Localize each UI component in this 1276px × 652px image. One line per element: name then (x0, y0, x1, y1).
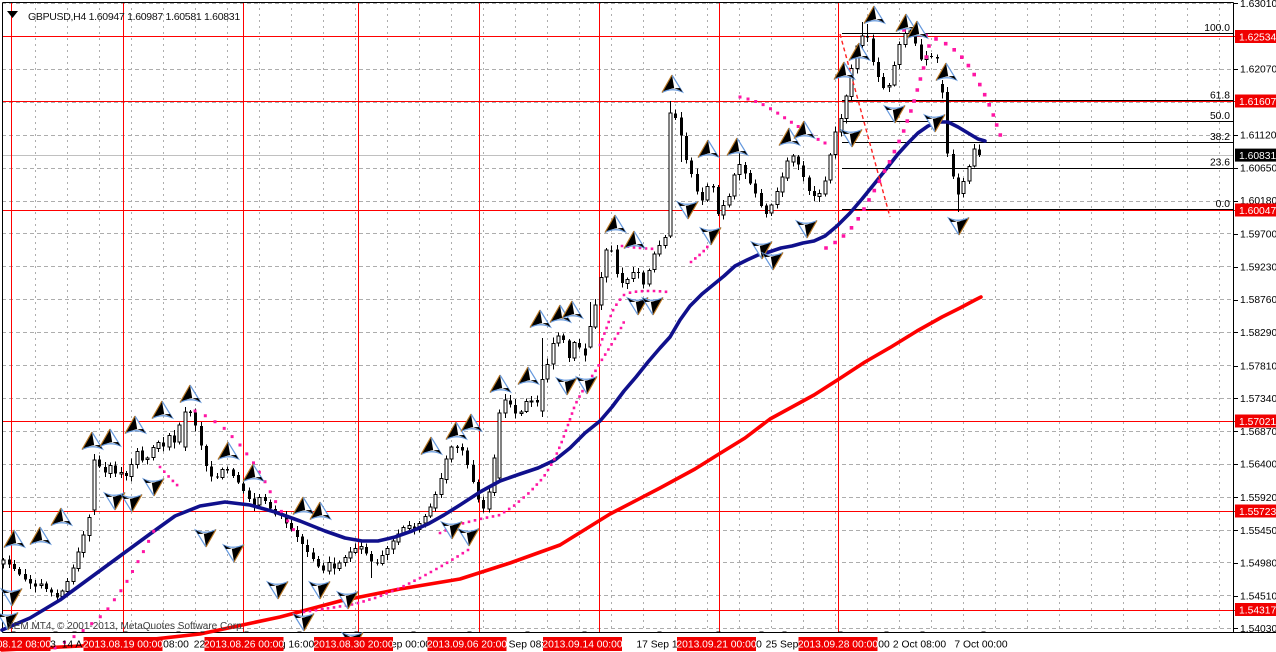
svg-text:GBPUSD,H4 1.60947 1.60987 1.6: GBPUSD,H4 1.60947 1.60987 1.60581 1.6083… (28, 11, 240, 23)
svg-text:0 Sep 08:0: 0 Sep 08:0 (500, 640, 550, 651)
svg-text:1.54980: 1.54980 (1240, 559, 1276, 570)
svg-text:1.56400: 1.56400 (1240, 460, 1276, 471)
svg-text:2013.08.30 20:00: 2013.08.30 20:00 (313, 640, 393, 651)
svg-text:ep 00:00: ep 00:00 (391, 640, 431, 651)
svg-text:1.60180: 1.60180 (1240, 196, 1276, 207)
svg-text:2013.09.06 20:00: 2013.09.06 20:00 (427, 640, 507, 651)
svg-text:25 Sep: 25 Sep (766, 640, 799, 651)
svg-text:23.6: 23.6 (1210, 158, 1230, 169)
svg-text:1.54317: 1.54317 (1239, 605, 1276, 616)
svg-text:1.55450: 1.55450 (1240, 526, 1276, 537)
svg-text:0.0: 0.0 (1216, 199, 1231, 210)
svg-text:100.0: 100.0 (1204, 23, 1230, 34)
svg-text:1.57810: 1.57810 (1240, 361, 1276, 372)
svg-text:1.60047: 1.60047 (1239, 206, 1276, 217)
svg-text:g 16:00: g 16:00 (280, 640, 315, 651)
svg-text:1.62070: 1.62070 (1240, 65, 1276, 76)
svg-text:1.62534: 1.62534 (1239, 32, 1276, 43)
svg-text:61.8: 61.8 (1210, 90, 1230, 101)
svg-text:08:00: 08:00 (163, 640, 189, 651)
svg-text:1.58290: 1.58290 (1240, 328, 1276, 339)
svg-text:1.63010: 1.63010 (1240, 0, 1276, 10)
svg-text:1.61607: 1.61607 (1239, 97, 1276, 108)
svg-text:1.57340: 1.57340 (1240, 394, 1276, 405)
svg-text:2013.09.14 00:00: 2013.09.14 00:00 (542, 640, 622, 651)
svg-text:XEM MT4, © 2001-2013, MetaQuot: XEM MT4, © 2001-2013, MetaQuotes Softwar… (7, 621, 244, 632)
svg-text:0: 0 (756, 640, 762, 651)
svg-text:2013.08.26 00:00: 2013.08.26 00:00 (204, 640, 284, 651)
svg-text:3: 3 (50, 640, 56, 651)
svg-text:2 Oct 08:00: 2 Oct 08:00 (893, 640, 947, 651)
svg-text:17 Sep 1: 17 Sep 1 (636, 640, 677, 651)
svg-text:1.54030: 1.54030 (1240, 624, 1276, 635)
svg-text:1.54510: 1.54510 (1240, 591, 1276, 602)
svg-text:2013.08.19 00:00: 2013.08.19 00:00 (83, 640, 163, 651)
svg-text:1.60831: 1.60831 (1239, 151, 1276, 162)
svg-text:1.56870: 1.56870 (1240, 427, 1276, 438)
svg-text:38.2: 38.2 (1210, 132, 1230, 143)
svg-text:1.55920: 1.55920 (1240, 493, 1276, 504)
svg-text:1.60650: 1.60650 (1240, 163, 1276, 174)
svg-text:2013.08.12 08:00: 2013.08.12 08:00 (0, 640, 51, 651)
svg-text:1.58760: 1.58760 (1240, 295, 1276, 306)
svg-text:1.57021: 1.57021 (1239, 417, 1276, 428)
svg-text:2013.09.28 00:00: 2013.09.28 00:00 (798, 640, 878, 651)
svg-text:1.61120: 1.61120 (1240, 130, 1276, 141)
svg-text:22: 22 (194, 640, 206, 651)
svg-text:2013.09.21 00:00: 2013.09.21 00:00 (676, 640, 756, 651)
svg-text:14 A: 14 A (62, 640, 83, 651)
svg-text:1.59700: 1.59700 (1240, 230, 1276, 241)
svg-text:1.59230: 1.59230 (1240, 262, 1276, 273)
svg-text:1.55723: 1.55723 (1239, 507, 1276, 518)
svg-text:00: 00 (878, 640, 890, 651)
svg-text:50.0: 50.0 (1210, 111, 1230, 122)
svg-text:7 Oct 00:00: 7 Oct 00:00 (954, 640, 1008, 651)
